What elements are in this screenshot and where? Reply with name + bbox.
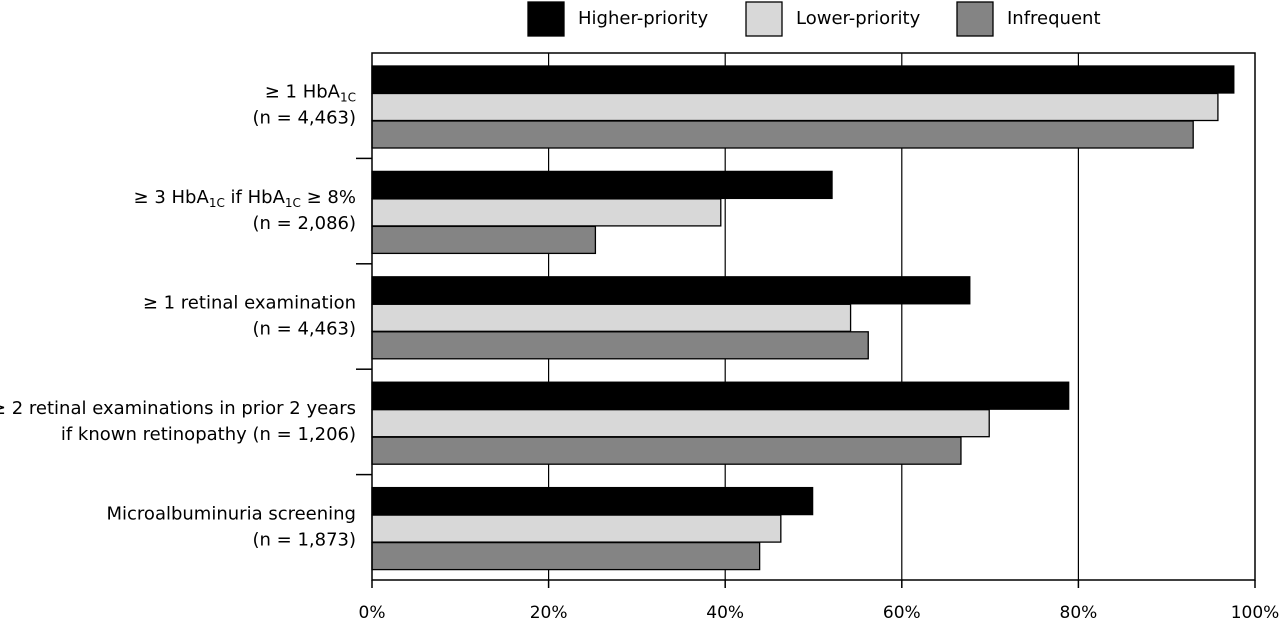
category-label-line2: (n = 4,463) (252, 108, 356, 129)
legend-label: Infrequent (1007, 8, 1101, 29)
bar-lower-priority (371, 303, 852, 332)
legend: Higher-priority Lower-priority Infrequent (527, 1, 1101, 37)
bar-higher-priority (371, 486, 814, 516)
category-labels: ≥ 1 HbA1C (n = 4,463) ≥ 3 HbA1C if HbA1C ≥… (0, 82, 356, 551)
bar-higher-priority (371, 381, 1070, 410)
plot-frame (371, 52, 1256, 581)
bar-infrequent (371, 225, 597, 255)
category-label-line1: ≥ 3 HbA1C if HbA1C ≥ 8% (134, 187, 356, 210)
x-tick-label: 0% (359, 603, 386, 623)
category-label-line2: (n = 2,086) (252, 213, 356, 234)
category-label-line1: ≥ 2 retinal examinations in prior 2 year… (0, 398, 356, 419)
axes (356, 52, 1256, 581)
x-tick-label: 60% (883, 603, 921, 623)
bar-lower-priority (371, 198, 722, 227)
bar-infrequent (371, 331, 869, 360)
bars (371, 65, 1235, 571)
x-axis-ticks: 0% 20% 40% 60% 80% 100% (359, 580, 1280, 623)
x-tick-label: 80% (1060, 603, 1098, 623)
legend-swatch (527, 1, 565, 37)
bar-higher-priority (371, 65, 1235, 94)
legend-swatch (745, 1, 783, 37)
bar-infrequent (371, 436, 962, 465)
legend-label: Higher-priority (578, 8, 708, 29)
category-label-line2: (n = 1,873) (252, 529, 356, 550)
legend-label: Lower-priority (796, 8, 921, 29)
bar-higher-priority (371, 170, 833, 200)
category-label-line2: (n = 4,463) (252, 319, 356, 340)
category-label-line2: if known retinopathy (n = 1,206) (61, 424, 356, 445)
x-tick-label: 20% (530, 603, 568, 623)
x-tick-label: 100% (1231, 603, 1280, 623)
bar-lower-priority (371, 514, 782, 543)
bar-infrequent (371, 120, 1194, 149)
bar-lower-priority (371, 409, 990, 438)
legend-swatch (956, 1, 994, 37)
bar-lower-priority (371, 92, 1219, 122)
bar-infrequent (371, 541, 761, 571)
category-label-line1: ≥ 1 HbA1C (265, 82, 356, 105)
x-tick-label: 40% (706, 603, 744, 623)
bar-higher-priority (371, 276, 971, 305)
category-label-line1: Microalbuminuria screening (107, 503, 357, 524)
category-label-line1: ≥ 1 retinal examination (143, 293, 356, 314)
